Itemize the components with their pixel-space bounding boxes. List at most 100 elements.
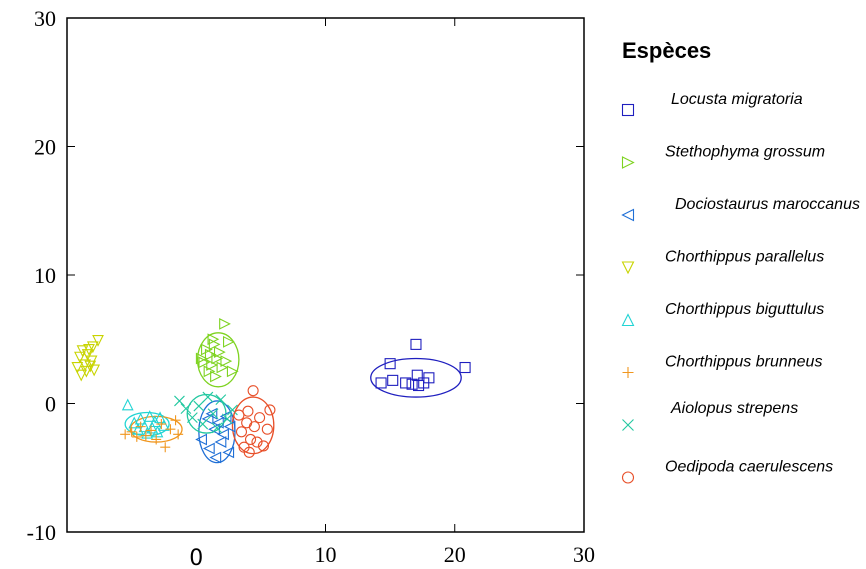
point-dociostaurus-maroccanus [205,407,218,420]
x-tick-label: 0 [189,546,203,569]
point-aiolopus-strepens [180,403,192,415]
point-chorthippus-brunneus [151,434,162,445]
x-tick-label: 10 [315,542,337,567]
legend-marker-chorthippus-brunneus [622,367,634,378]
point-stethophyma-grossum [207,333,220,346]
point-chorthippus-parallelus [71,361,84,374]
point-aiolopus-strepens [221,413,233,425]
point-aiolopus-strepens [202,391,214,403]
y-tick-label: 30 [34,6,56,31]
ellipse-locusta-migratoria [370,357,462,398]
point-chorthippus-brunneus [126,426,137,437]
x-tick-label: 20 [444,542,466,567]
point-locusta-migratoria [459,361,471,374]
point-chorthippus-brunneus [170,415,181,426]
point-stethophyma-grossum [201,343,213,356]
legend-marker-stethophyma-grossum [621,156,635,169]
point-chorthippus-biguttulus [149,415,161,428]
ellipse-stethophyma-grossum [196,332,240,388]
point-dociostaurus-maroccanus [222,446,235,459]
point-aiolopus-strepens [174,395,185,407]
point-chorthippus-brunneus [156,419,167,430]
point-stethophyma-grossum [210,370,222,383]
point-chorthippus-biguttulus [151,425,164,438]
point-oedipoda-caerulescens [235,426,248,438]
point-chorthippus-brunneus [146,425,157,436]
point-stethophyma-grossum [223,335,235,348]
point-oedipoda-caerulescens [244,433,257,446]
point-aiolopus-strepens [207,408,219,420]
point-locusta-migratoria [423,372,435,384]
legend-marker-chorthippus-biguttulus [621,313,635,327]
point-oedipoda-caerulescens [264,404,276,416]
x-tick-label: 30 [573,542,595,567]
point-chorthippus-biguttulus [143,410,156,422]
point-chorthippus-brunneus [140,430,151,441]
ellipse-oedipoda-caerulescens [231,396,275,455]
legend-label-locusta-migratoria: Locusta migratoria [671,91,803,108]
legend-marker-aiolopus-strepens [622,419,634,431]
point-chorthippus-parallelus [74,351,86,364]
point-chorthippus-parallelus [92,334,104,347]
point-chorthippus-brunneus [160,442,171,453]
point-locusta-migratoria [400,377,412,389]
point-oedipoda-caerulescens [251,436,263,448]
point-aiolopus-strepens [215,394,227,406]
point-chorthippus-brunneus [131,431,142,442]
point-oedipoda-caerulescens [241,417,253,429]
legend: Espèces Locusta migratoria Stethophyma gr… [621,38,860,484]
point-aiolopus-strepens [193,400,205,412]
point-chorthippus-biguttulus [146,421,159,434]
point-dociostaurus-maroccanus [219,410,232,423]
point-oedipoda-caerulescens [254,412,266,424]
axis-ticks: 0 10 20 30 -10 0 10 20 30 [27,6,595,569]
point-chorthippus-parallelus [84,360,97,373]
point-chorthippus-parallelus [85,355,98,368]
point-chorthippus-parallelus [76,345,89,358]
point-chorthippus-brunneus [135,421,146,432]
y-tick-label: 0 [45,392,56,417]
point-dociostaurus-maroccanus [201,413,214,425]
point-oedipoda-caerulescens [243,446,255,458]
point-locusta-migratoria [387,374,399,386]
y-tick-label: 20 [34,135,56,160]
legend-label-dociostaurus-maroccanus: Dociostaurus maroccanus [675,196,860,213]
data-points [71,317,471,464]
point-stethophyma-grossum [204,348,217,361]
point-oedipoda-caerulescens [248,421,260,433]
legend-marker-chorthippus-parallelus [621,261,635,275]
point-aiolopus-strepens [197,418,209,430]
point-chorthippus-brunneus [165,424,176,435]
point-dociostaurus-maroccanus [223,420,236,433]
point-stethophyma-grossum [226,365,239,378]
y-tick-label: 10 [34,263,56,288]
point-aiolopus-strepens [186,412,198,424]
y-tick-label: -10 [27,520,56,545]
point-locusta-migratoria [375,377,387,389]
point-aiolopus-strepens [227,404,238,416]
point-dociostaurus-maroccanus [214,436,227,448]
point-chorthippus-biguttulus [121,398,134,411]
point-chorthippus-brunneus [120,429,131,440]
point-chorthippus-parallelus [80,365,93,378]
point-oedipoda-caerulescens [261,423,273,435]
point-stethophyma-grossum [219,317,231,330]
point-stethophyma-grossum [213,346,226,358]
point-dociostaurus-maroccanus [195,433,207,446]
point-locusta-migratoria [410,338,422,350]
point-stethophyma-grossum [220,355,233,367]
point-chorthippus-parallelus [88,364,101,377]
legend-label-stethophyma-grossum: Stethophyma grossum [665,144,825,161]
point-dociostaurus-maroccanus [208,423,220,436]
legend-label-chorthippus-parallelus: Chorthippus parallelus [665,249,824,266]
point-dociostaurus-maroccanus [217,428,229,441]
point-dociostaurus-maroccanus [209,451,222,464]
plot-frame [66,17,585,533]
legend-marker-oedipoda-caerulescens [621,471,635,484]
point-chorthippus-brunneus [173,429,184,440]
legend-marker-dociostaurus-maroccanus [621,208,635,222]
legend-label-chorthippus-brunneus: Chorthippus brunneus [665,354,822,371]
point-chorthippus-parallelus [75,369,88,382]
point-oedipoda-caerulescens [257,440,270,452]
